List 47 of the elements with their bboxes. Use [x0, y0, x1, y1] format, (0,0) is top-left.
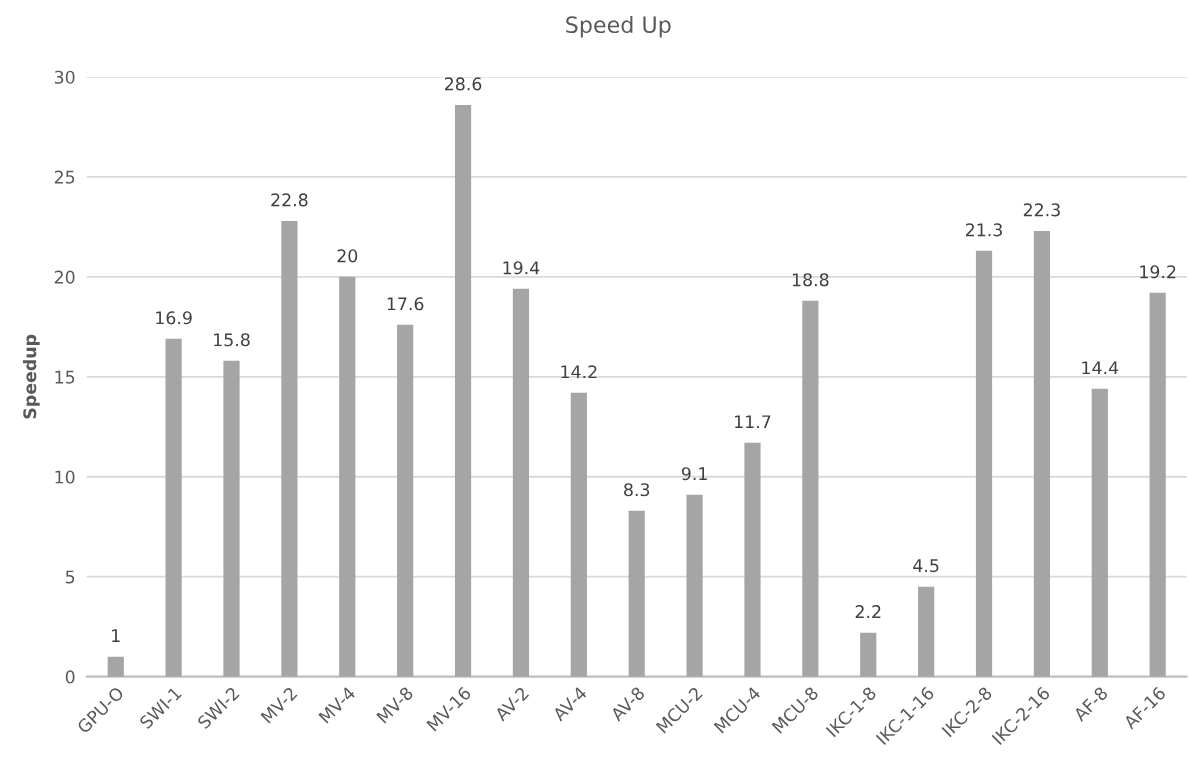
bar: [339, 276, 356, 677]
y-tick-label: 30: [54, 70, 75, 84]
bar: [107, 656, 124, 677]
bar: [975, 250, 993, 677]
data-label: 19.4: [503, 261, 540, 275]
data-label: 16.9: [156, 311, 192, 325]
data-label: 22.3: [1023, 203, 1060, 217]
data-label: 2.2: [855, 605, 881, 618]
bar: [918, 586, 935, 677]
bar: [281, 220, 298, 677]
bar: [1091, 388, 1108, 677]
y-tick-label: 15: [55, 370, 75, 384]
data-label: 14.4: [1082, 361, 1119, 375]
chart-title: Speed Up: [566, 15, 671, 38]
data-label: 9.1: [681, 467, 707, 481]
bar: [1149, 292, 1166, 677]
data-label: 1: [112, 629, 120, 642]
data-label: 4.5: [913, 559, 939, 573]
y-tick-label: 0: [65, 670, 75, 684]
bar: [686, 494, 703, 677]
bar: [860, 632, 877, 677]
y-tick-label: 5: [65, 570, 75, 584]
y-tick-label: 10: [55, 470, 75, 484]
data-label: 15.8: [214, 333, 250, 347]
bar: [512, 288, 530, 677]
data-label: 8.3: [624, 483, 650, 497]
y-axis-title: Speedup: [22, 334, 40, 419]
data-label: 21.3: [965, 223, 1002, 237]
y-tick-label: 20: [54, 270, 75, 284]
data-label: 11.7: [735, 415, 771, 429]
data-label: 22.8: [271, 193, 308, 207]
bar: [454, 104, 472, 677]
bar: [570, 392, 587, 677]
bar: [628, 510, 645, 677]
bar: [802, 300, 819, 677]
data-label: 17.6: [387, 297, 424, 311]
data-label: 14.2: [561, 365, 597, 379]
bar: [744, 442, 761, 677]
y-tick-label: 25: [54, 170, 75, 184]
bar: [1033, 230, 1051, 677]
bar: [223, 360, 240, 677]
bar: [397, 324, 414, 677]
data-label: 20: [337, 249, 358, 263]
data-label: 28.6: [445, 77, 482, 91]
bar: [165, 338, 182, 677]
data-label: 18.8: [792, 273, 829, 287]
data-label: 19.2: [1140, 265, 1176, 279]
